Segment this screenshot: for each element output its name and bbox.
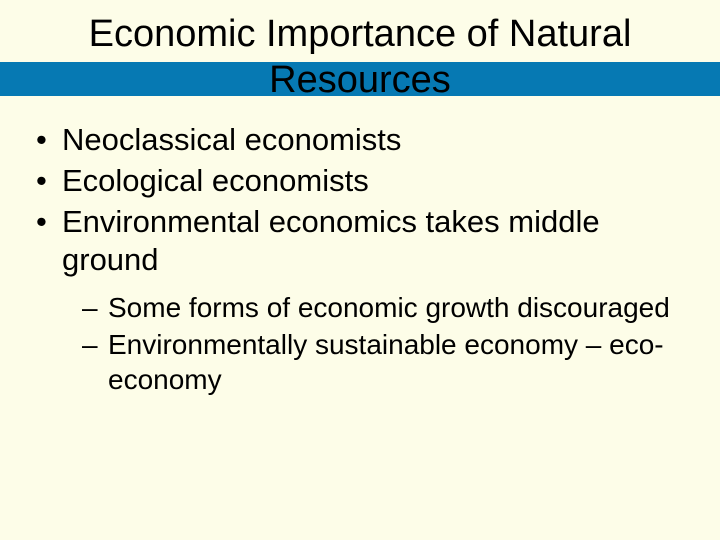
sub-bullet-list: Some forms of economic growth discourage… [36,290,684,397]
bullet-item: Neoclassical economists [36,121,684,160]
slide-body: Neoclassical economists Ecological econo… [0,103,720,397]
sub-bullet-item: Some forms of economic growth discourage… [36,290,684,325]
slide-title: Economic Importance of Natural Resources [20,12,700,103]
sub-bullet-item: Environmentally sustainable economy – ec… [36,327,684,397]
slide-header: Economic Importance of Natural Resources [0,0,720,103]
bullet-item: Environmental economics takes middle gro… [36,203,684,281]
main-bullet-list: Neoclassical economists Ecological econo… [36,121,684,280]
bullet-item: Ecological economists [36,162,684,201]
